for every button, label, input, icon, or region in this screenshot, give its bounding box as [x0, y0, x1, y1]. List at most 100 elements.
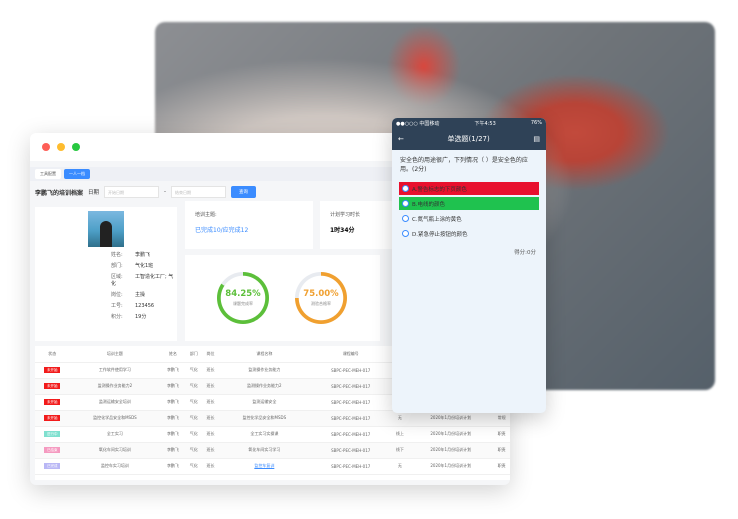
radio-icon[interactable]	[402, 230, 409, 237]
table-cell: 监控化学品安全和MSDS	[69, 410, 161, 427]
start-date-input[interactable]: 开始日期	[104, 186, 160, 198]
table-cell: 监控化学品安全和MSDS	[218, 410, 310, 427]
table-cell: 班长	[202, 442, 219, 459]
phone-screen: ●●○○○ 中国移动 下午4:53 76% ← 单选题(1/27) ▤ 安全色的用途很广…	[392, 118, 546, 413]
table-cell: 2020年1月份培训计划	[408, 410, 494, 427]
status-badge: 未开始	[43, 415, 61, 421]
table-cell: 工作软件使用学习	[69, 362, 161, 379]
table-cell: 气化	[185, 362, 203, 379]
battery: 76%	[530, 120, 542, 126]
table-cell: 李鹏飞	[160, 410, 186, 427]
table-cell: SBPC-PEC-MEH-017	[309, 426, 392, 443]
answer-option[interactable]: A.警告标志的下页颜色	[399, 182, 539, 195]
table-cell: SBPC-PEC-MEH-017	[309, 458, 392, 475]
profile-card: 姓名: 李鹏飞 部门: 气化1班 区域: 工智造化工厂; 气化 岗位: 主操 工号: 123456…	[35, 207, 177, 341]
table-row[interactable]: 进行中 全工实习 李鹏飞 气化 班长 全工实习实操课 SBPC-PEC-MEH-017 线上 2…	[35, 426, 510, 443]
table-row[interactable]: 未开始 监控化学品安全和MSDS 李鹏飞 气化 班长 监控化学品安全和MSDS SBPC-P…	[35, 410, 510, 427]
table-cell: 氧化车间实习学习	[218, 442, 310, 459]
table-cell: 监测操作业务能力2	[218, 378, 310, 395]
table-cell: 李鹏飞	[160, 362, 186, 379]
table-cell: 全工实习实操课	[218, 426, 310, 443]
plan-label: 计划学习时长	[330, 212, 361, 218]
table-cell: 线下	[391, 442, 409, 459]
table-cell: SBPC-PEC-MEH-017	[309, 378, 392, 395]
table-cell: SBPC-PEC-MEH-017	[309, 362, 392, 379]
close-dot[interactable]	[42, 143, 50, 151]
clock: 下午4:53	[474, 121, 496, 127]
end-date-input[interactable]: 结束日期	[171, 186, 227, 198]
table-cell: SBPC-PEC-MEH-017	[309, 410, 392, 427]
table-cell: 职责	[493, 458, 510, 475]
radio-icon[interactable]	[402, 185, 409, 192]
question-title: 单选题(1/27)	[447, 135, 490, 143]
table-cell: 2020年1月份培训计划	[408, 458, 494, 475]
tab-tools[interactable]: 工具配置	[35, 169, 61, 179]
table-cell: 监测运输安全培训	[69, 394, 161, 411]
maximize-dot[interactable]	[72, 143, 80, 151]
table-cell: 氧化车间实习培训	[69, 442, 161, 459]
table-row[interactable]: 已完成 监控车实习培训 李鹏飞 气化 班长 监控车复训 SBPC-PEC-MEH-017 无 2…	[35, 458, 510, 475]
table-cell: 班长	[202, 458, 219, 475]
profile-field: 部门: 气化1班	[111, 263, 154, 269]
answer-option[interactable]: D.紧急停止按钮的颜色	[399, 227, 539, 240]
table-cell: 气化	[185, 458, 203, 475]
plan-value: 1时34分	[330, 227, 355, 234]
radio-icon[interactable]	[402, 200, 409, 207]
status-badge: 未开始	[43, 383, 61, 389]
test-pass-ring: 75.00% 测验合格率	[295, 272, 347, 324]
table-cell: 监控车实习培训	[69, 458, 161, 475]
table-cell: 气化	[185, 442, 203, 459]
table-cell: 李鹏飞	[160, 378, 186, 395]
column-header: 姓名	[160, 346, 186, 363]
status-badge: 未开始	[43, 367, 61, 373]
column-header: 课程名称	[218, 346, 310, 363]
avatar	[88, 211, 124, 247]
status-badge: 进行中	[43, 431, 61, 437]
column-header: 状态	[35, 346, 70, 363]
topic-card: 培训主题: 已完成10/应完成12	[185, 201, 313, 249]
column-header: 课程编号	[309, 346, 392, 363]
topic-value: 已完成10/应完成12	[195, 227, 249, 234]
status-badge: 未开始	[43, 399, 61, 405]
table-cell: 无	[391, 410, 409, 427]
table-row[interactable]: 已结束 氧化车间实习培训 李鹏飞 气化 班长 氧化车间实习学习 SBPC-PEC-MEH-0…	[35, 442, 510, 459]
table-cell: 监测运输安全	[218, 394, 310, 411]
table-cell: SBPC-PEC-MEH-017	[309, 442, 392, 459]
table-cell: 监控车复训	[218, 458, 310, 475]
profile-field: 积分: 19分	[111, 314, 147, 320]
answer-option[interactable]: C.氮气瓶上涂的黄色	[399, 212, 539, 225]
table-cell: SBPC-PEC-MEH-017	[309, 394, 392, 411]
table-cell: 班长	[202, 426, 219, 443]
back-arrow-icon[interactable]: ←	[398, 135, 404, 143]
profile-field: 姓名: 李鹏飞	[111, 252, 151, 258]
table-cell: 班长	[202, 378, 219, 395]
table-cell: 班长	[202, 410, 219, 427]
answer-sheet-icon[interactable]: ▤	[533, 135, 540, 143]
table-cell: 气化	[185, 410, 203, 427]
tab-profile[interactable]: 一人一档	[64, 169, 90, 179]
table-cell: 全工实习	[69, 426, 161, 443]
minimize-dot[interactable]	[57, 143, 65, 151]
date-label: 日期	[88, 190, 100, 196]
table-cell: 职责	[493, 442, 510, 459]
table-cell: 职责	[493, 426, 510, 443]
table-cell: 李鹏飞	[160, 394, 186, 411]
table-cell: 班长	[202, 362, 219, 379]
table-cell: 气化	[185, 426, 203, 443]
table-cell: 无	[391, 458, 409, 475]
profile-field: 岗位: 主操	[111, 292, 146, 298]
table-cell: 气化	[185, 394, 203, 411]
carrier: ●●○○○ 中国移动	[396, 121, 440, 127]
score: 得分:0分	[514, 250, 536, 256]
table-cell: 监测操作业务能力2	[69, 378, 161, 395]
answer-option[interactable]: B.电线的颜色	[399, 197, 539, 210]
search-button[interactable]: 查询	[231, 186, 257, 198]
status-badge: 已完成	[43, 463, 61, 469]
topic-label: 培训主题:	[195, 212, 217, 218]
table-cell: 气化	[185, 378, 203, 395]
profile-field: 工号: 123456	[111, 303, 155, 309]
table-cell: 监测操作业务能力	[218, 362, 310, 379]
question-text: 安全色的用途很广，下列情况（ ）是安全色的应用。(2分)	[400, 157, 528, 173]
radio-icon[interactable]	[402, 215, 409, 222]
table-cell: 线上	[391, 426, 409, 443]
